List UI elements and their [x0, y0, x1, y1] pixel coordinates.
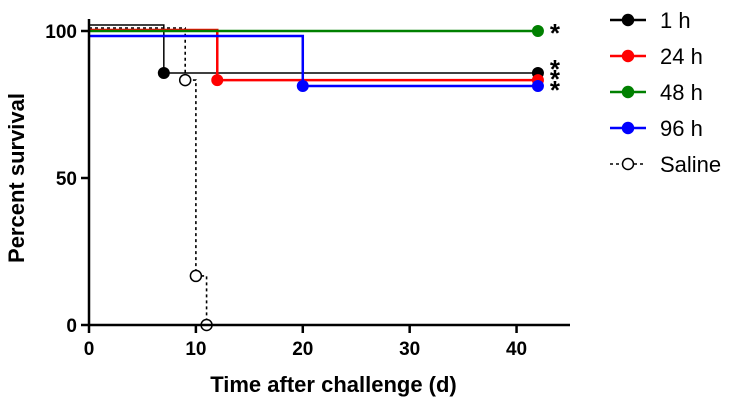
legend-label-1h: 1 h [660, 8, 691, 33]
legend-label-48h: 48 h [660, 80, 703, 105]
data-point-96h [296, 79, 309, 92]
series-layer [89, 24, 544, 332]
significance-markers: **** [550, 18, 561, 105]
y-tick-label: 50 [56, 169, 77, 190]
x-tick-label: 10 [185, 339, 206, 360]
legend-item-48h: 48 h [610, 80, 703, 105]
legend-marker-48h [621, 85, 635, 99]
survival-line-96h [89, 34, 538, 88]
x-axis-ticks: 0 10 20 30 40 [84, 325, 527, 360]
data-point-1h [157, 67, 170, 80]
data-point-saline [178, 73, 192, 87]
data-point-96h [531, 79, 544, 92]
legend-item-96h: 96 h [610, 116, 703, 141]
data-point-24h [211, 74, 224, 87]
series-96h [89, 34, 544, 92]
survival-line-saline [89, 27, 208, 325]
y-axis-title: Percent survival [4, 93, 29, 263]
series-saline [89, 27, 213, 332]
x-axis-title: Time after challenge (d) [210, 372, 457, 397]
significance-star: * [550, 75, 561, 105]
legend-marker-1h [621, 13, 635, 27]
significance-star: * [550, 54, 561, 84]
legend-marker-24h [621, 49, 635, 63]
x-tick-label: 40 [506, 339, 527, 360]
legend-label-saline: Saline [660, 152, 721, 177]
legend: 1 h 24 h 48 h 96 h Saline [610, 8, 721, 177]
legend-item-1h: 1 h [610, 8, 691, 33]
legend-item-24h: 24 h [610, 44, 703, 69]
x-tick-label: 30 [399, 339, 420, 360]
legend-label-24h: 24 h [660, 44, 703, 69]
data-point-48h [531, 25, 544, 37]
x-tick-label: 0 [84, 339, 95, 360]
y-axis-ticks: 0 50 100 [45, 22, 89, 337]
significance-star: * [550, 64, 561, 94]
series-24h [89, 28, 544, 87]
axes: 0 50 100 0 10 20 30 40 [45, 19, 570, 360]
legend-item-saline: Saline [610, 152, 721, 177]
legend-marker-96h [621, 121, 635, 135]
y-tick-label: 0 [66, 316, 77, 337]
significance-star: * [550, 18, 561, 48]
series-48h [89, 25, 544, 37]
survival-line-1h [89, 24, 538, 74]
x-tick-label: 20 [292, 339, 313, 360]
legend-label-96h: 96 h [660, 116, 703, 141]
series-1h [89, 24, 544, 80]
legend-marker-saline [621, 157, 635, 171]
data-point-saline [189, 269, 203, 283]
y-tick-label: 100 [45, 22, 77, 43]
